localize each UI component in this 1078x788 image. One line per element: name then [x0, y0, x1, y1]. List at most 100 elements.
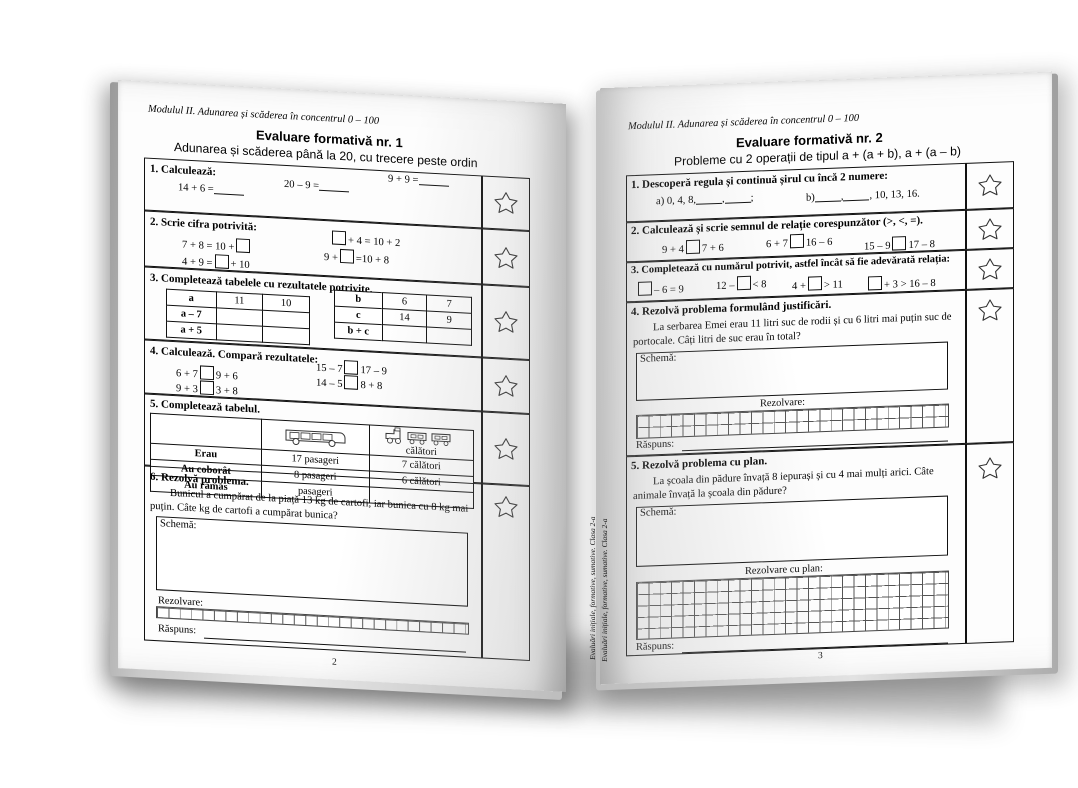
star-icon [978, 298, 1002, 321]
rex3-input-2[interactable] [736, 275, 751, 291]
rex1-blank-b1[interactable] [814, 191, 841, 203]
ex1-item-b: 20 – 9 = [284, 178, 320, 192]
star-cell-6[interactable] [482, 483, 530, 662]
star-cell-4[interactable] [482, 357, 530, 415]
rex3-input-3[interactable] [807, 276, 822, 291]
ex2-input-3[interactable] [332, 230, 346, 246]
left-page: Modulul II. Adunarea și scăderea în conc… [118, 80, 566, 692]
rex3-i2-pre: 12 – [716, 280, 735, 293]
table-row: călători [150, 413, 474, 461]
star-cell-3[interactable] [482, 284, 530, 361]
rex3-i4: + 3 > 16 – 8 [884, 277, 936, 291]
right-page-number: 3 [818, 651, 823, 662]
star-cell-1[interactable] [482, 175, 530, 232]
star-cell-5[interactable] [966, 442, 1014, 644]
rex1-blank-b2[interactable] [843, 190, 870, 202]
left-module-header: Modulul II. Adunarea și scăderea în conc… [148, 103, 380, 127]
star-cell-2[interactable] [966, 208, 1014, 250]
cell: a + 5 [166, 321, 216, 340]
rex2-i2-left: 6 + 7 [766, 238, 788, 251]
ex1-blank-c[interactable] [418, 175, 449, 187]
cell-input[interactable] [382, 324, 427, 344]
ex1-item-a: 14 + 6 = [178, 182, 214, 196]
left-page-number: 2 [332, 657, 337, 668]
bus-header-cell [261, 419, 370, 455]
ex4-r2-left: 14 – 5 [316, 377, 343, 391]
ex2-l2-right-a: 9 + [324, 252, 338, 264]
rex3-i3-post: > 11 [823, 279, 843, 292]
ex5-table: călători Erau 17 pasageri 7 călători Au … [150, 413, 474, 509]
rex2-input-1[interactable] [685, 239, 700, 255]
cell-input[interactable] [426, 327, 472, 346]
star-cell-2[interactable] [482, 228, 530, 288]
ex6-raspuns-label: Răspuns: [158, 623, 197, 637]
rex4-schema-label: Schemă: [640, 352, 677, 365]
ex4-input-3[interactable] [344, 360, 359, 375]
star-cell-3[interactable] [966, 248, 1014, 290]
star-icon [494, 496, 518, 518]
ex1-blank-b[interactable] [319, 181, 350, 193]
ex1-item-c: 9 + 9 = [388, 173, 419, 187]
rex2-i1-left: 9 + 4 [662, 244, 684, 257]
star-icon [978, 217, 1002, 240]
ex4-l2-right: 3 + 8 [215, 385, 238, 398]
ex3-table-a: a 11 10 a – 7 a + 5 [166, 289, 310, 346]
ex6-schema-label: Schemă: [160, 518, 197, 532]
star-icon [978, 174, 1002, 196]
rex5-schema-box[interactable] [636, 495, 948, 567]
ex4-r2-right: 8 + 8 [360, 379, 383, 393]
rex1-blank-a1[interactable] [696, 194, 723, 205]
ex2-input-1[interactable] [236, 238, 251, 254]
rex2-i2-right: 16 – 6 [805, 236, 833, 249]
rex3-i3-pre: 4 + [792, 280, 806, 293]
rex2-i3-left: 15 – 9 [864, 240, 891, 253]
rex3-i2-post: < 8 [752, 279, 767, 291]
rex5-rezolvare-grid[interactable] [636, 570, 949, 640]
ex3-table-b: b 6 7 c 14 9 b + c [334, 290, 472, 346]
star-icon [494, 246, 518, 269]
ex2-input-4[interactable] [339, 248, 354, 264]
rex3-i1: – 6 = 9 [654, 284, 684, 297]
train-header-cell: călători [369, 424, 474, 461]
star-icon [494, 192, 518, 214]
ex4-l2-left: 9 + 3 [176, 383, 198, 396]
ex4-input-1[interactable] [199, 365, 214, 381]
rex4-raspuns-label: Răspuns: [636, 438, 675, 451]
rex2-input-3[interactable] [892, 236, 907, 251]
star-icon [978, 257, 1002, 280]
rex1-item-a-tail: ; [750, 192, 754, 204]
star-icon [978, 456, 1002, 479]
rex2-input-2[interactable] [789, 233, 804, 249]
star-cell-1[interactable] [966, 161, 1014, 210]
rex4-rezolvare-label: Rezolvare: [760, 396, 806, 410]
star-icon [494, 437, 518, 460]
cell-input[interactable] [262, 326, 310, 345]
ex2-input-2[interactable] [214, 254, 229, 269]
rex3-input-1[interactable] [638, 281, 652, 296]
spine-text-right: Evaluări inițiale, formative, sumative. … [600, 518, 609, 662]
ex2-l2-left-a: 4 + 9 = [182, 256, 213, 270]
ex4-input-4[interactable] [344, 375, 359, 390]
rex3-input-4[interactable] [868, 275, 882, 291]
star-cell-4[interactable] [966, 288, 1014, 444]
rex5-schema-label: Schemă: [640, 506, 677, 519]
star-icon [494, 374, 518, 397]
rex2-i1-right: 7 + 6 [701, 242, 724, 255]
ex4-input-2[interactable] [199, 380, 214, 396]
spine-text-left: Evaluări inițiale, formative, sumative. … [588, 516, 597, 660]
bus-icon [285, 429, 346, 447]
cell: b + c [334, 322, 383, 341]
rex1-blank-a2[interactable] [724, 193, 751, 204]
ex1-blank-a[interactable] [213, 184, 244, 196]
ex2-l2-left-b: + 10 [230, 259, 250, 272]
rex1-item-a: a) 0, 4, 8, [656, 194, 697, 208]
star-cell-5[interactable] [482, 411, 530, 487]
right-module-header: Modulul II. Adunarea și scăderea în conc… [628, 112, 860, 133]
train-icon [385, 427, 451, 446]
rex1-item-b: b) [806, 192, 815, 204]
rex2-i3-right: 17 – 8 [908, 239, 935, 251]
right-page: Modulul II. Adunarea și scăderea în conc… [600, 71, 1052, 685]
rex5-raspuns-label: Răspuns: [636, 640, 675, 653]
cell-input[interactable] [216, 323, 263, 343]
